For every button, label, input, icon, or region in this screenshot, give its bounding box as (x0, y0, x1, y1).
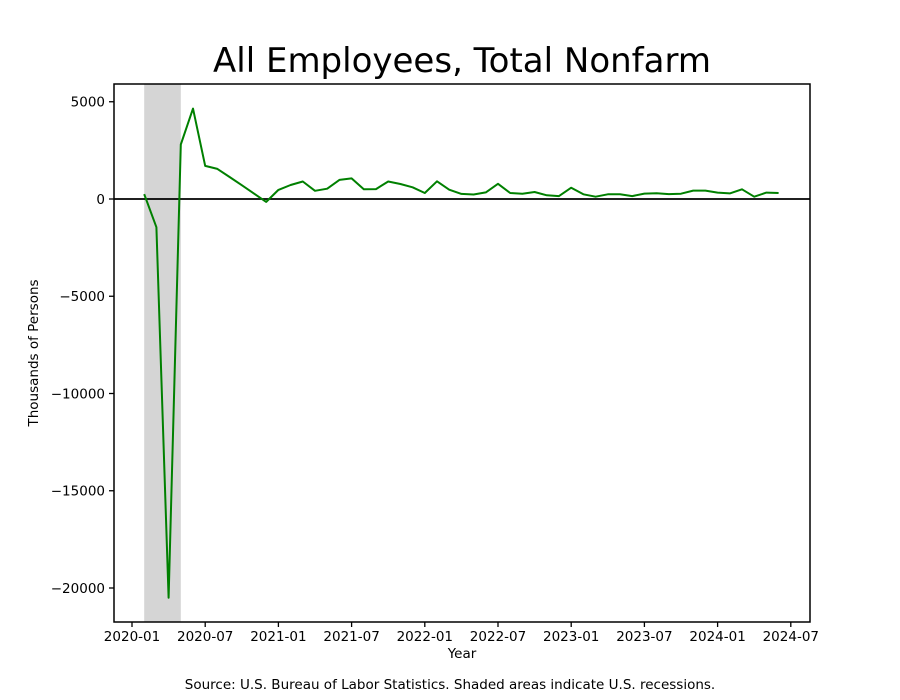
x-tick-label: 2022-07 (470, 629, 526, 645)
y-tick-label: −5000 (59, 289, 105, 305)
source-note: Source: U.S. Bureau of Labor Statistics.… (184, 677, 716, 693)
y-tick-label: −10000 (51, 386, 105, 402)
x-tick-label: 2024-07 (763, 629, 819, 645)
x-axis-label: Year (447, 646, 477, 662)
x-tick-label: 2023-07 (616, 629, 672, 645)
x-tick-label: 2020-01 (104, 629, 160, 645)
x-tick-label: 2023-01 (543, 629, 599, 645)
employment-line (143, 107, 779, 599)
x-tick-label: 2021-01 (250, 629, 306, 645)
y-axis-label: Thousands of Persons (26, 279, 42, 427)
x-tick-label: 2022-01 (397, 629, 453, 645)
y-tick-label: −20000 (51, 581, 105, 597)
y-tick-label: 0 (96, 192, 105, 208)
y-tick-label: 5000 (71, 95, 105, 111)
x-tick-label: 2021-07 (323, 629, 379, 645)
x-tick-label: 2020-07 (177, 629, 233, 645)
chart-title: All Employees, Total Nonfarm (213, 41, 711, 81)
x-tick-label: 2024-01 (689, 629, 745, 645)
plot-border (113, 83, 811, 623)
y-tick-label: −15000 (51, 484, 105, 500)
